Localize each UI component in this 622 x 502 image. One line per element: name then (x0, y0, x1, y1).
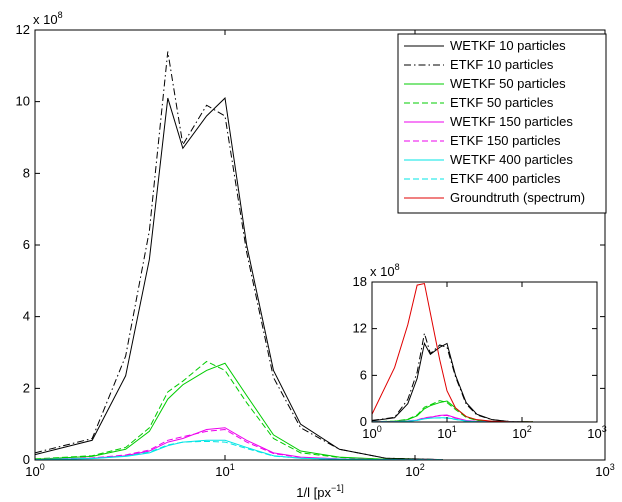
x-axis-label: 1/l [px−1] (296, 483, 343, 500)
y-tick-label: 18 (353, 274, 367, 289)
series-line (35, 97, 443, 460)
y-tick-label: 4 (23, 309, 30, 324)
y-tick-label: 12 (353, 321, 367, 336)
y-tick-label: 0 (360, 414, 367, 429)
y-tick-label: 12 (16, 22, 30, 37)
x-tick-label: 100 (362, 424, 381, 441)
x-tick-label: 102 (512, 424, 531, 441)
x-tick-label: 100 (25, 462, 44, 479)
legend-box (397, 33, 607, 214)
series-line (35, 51, 443, 460)
y-tick-label: 6 (360, 367, 367, 382)
legend-label: ETKF 10 particles (450, 57, 554, 72)
series-line (35, 440, 443, 460)
x-tick-label: 103 (595, 462, 614, 479)
y-multiplier: x 108 (370, 262, 400, 279)
x-tick-label: 103 (587, 424, 606, 441)
legend-label: WETKF 150 particles (450, 114, 573, 129)
legend-label: ETKF 50 particles (450, 95, 554, 110)
y-tick-label: 6 (23, 237, 30, 252)
y-multiplier: x 108 (33, 10, 63, 27)
series-group (372, 282, 533, 422)
series-group (35, 51, 443, 460)
series-line (35, 362, 443, 460)
plot-area (372, 282, 597, 422)
legend-label: ETKF 150 particles (450, 133, 561, 148)
series-line (35, 360, 443, 460)
x-tick-label: 102 (405, 462, 424, 479)
legend-label: WETKF 50 particles (450, 76, 566, 91)
y-tick-label: 8 (23, 165, 30, 180)
legend-label: Groundtruth (spectrum) (450, 190, 585, 205)
y-tick-label: 10 (16, 94, 30, 109)
series-line (372, 333, 533, 422)
legend-label: WETKF 10 particles (450, 38, 566, 53)
legend-label: WETKF 400 particles (450, 152, 573, 167)
legend-label: ETKF 400 particles (450, 171, 561, 186)
y-tick-label: 0 (23, 452, 30, 467)
y-tick-label: 2 (23, 380, 30, 395)
axes-box (371, 281, 598, 423)
x-tick-label: 101 (215, 462, 234, 479)
x-tick-label: 101 (437, 424, 456, 441)
series-line (372, 282, 533, 422)
